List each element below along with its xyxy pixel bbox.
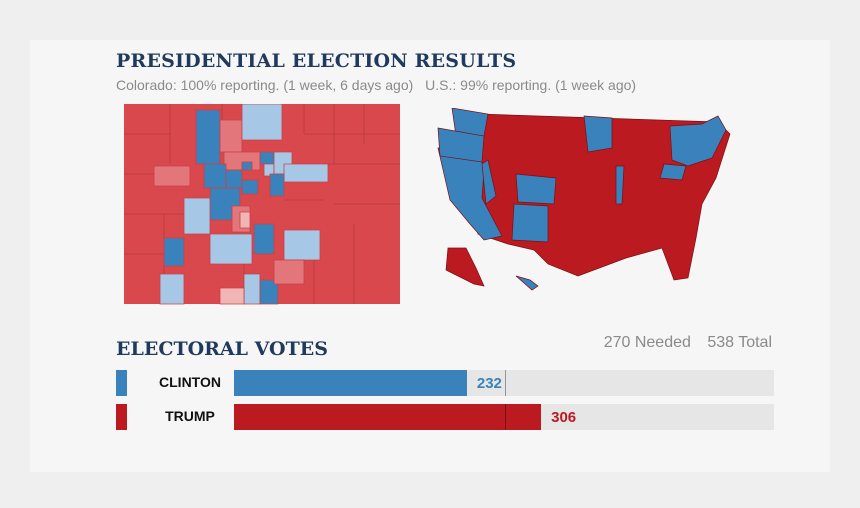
- state-illinois: [615, 165, 625, 205]
- needed-marker: [505, 404, 506, 430]
- data-label: 232: [476, 375, 502, 392]
- county-larimer: [241, 104, 283, 141]
- reporting-status: Colorado: 100% reporting. (1 week, 6 day…: [116, 77, 644, 93]
- colorado-status: Colorado: 100% reporting. (1 week, 6 day…: [116, 77, 414, 93]
- county-routt: [195, 109, 221, 165]
- state-nevada: [481, 159, 497, 205]
- county-summit: [225, 169, 243, 189]
- bar-track: 232: [234, 370, 774, 396]
- state-oregon: [437, 127, 485, 163]
- electoral-votes-title: ELECTORAL VOTES: [116, 338, 328, 360]
- state-hawaii: [515, 275, 539, 291]
- needed-marker: [505, 370, 506, 396]
- bar: [234, 370, 467, 396]
- page-title: PRESIDENTIAL ELECTION RESULTS: [116, 50, 517, 72]
- colorado-county-map[interactable]: [124, 104, 402, 306]
- state-minnesota: [583, 115, 613, 153]
- county-san-miguel: [163, 237, 185, 267]
- bar-row-trump: TRUMP 306: [116, 404, 774, 430]
- states-northeast: [669, 115, 727, 167]
- candidate-name: CLINTON: [159, 374, 221, 390]
- us-status: U.S.: 99% reporting. (1 week ago): [425, 77, 637, 93]
- county-costilla: [219, 287, 245, 305]
- bar-track: 306: [234, 404, 774, 430]
- state-virginia: [659, 163, 687, 181]
- county-adams: [283, 163, 329, 183]
- county-conejos: [243, 273, 261, 305]
- total-label: 538 Total: [707, 334, 772, 351]
- candidate-swatch: [116, 404, 127, 430]
- state-colorado: [515, 173, 557, 205]
- county-gunnison: [183, 197, 211, 235]
- state-alaska: [445, 247, 485, 287]
- county-eagle: [203, 163, 227, 189]
- candidate-swatch: [116, 370, 127, 396]
- needed-label: 270 Needed: [603, 334, 691, 351]
- county-la-plata: [159, 273, 185, 305]
- us-state-map[interactable]: [426, 108, 734, 298]
- county-jackson: [219, 119, 243, 153]
- county-rio-blanco: [153, 165, 191, 187]
- county-denver: [269, 173, 285, 197]
- candidate-name: TRUMP: [165, 408, 215, 424]
- county-las-animas: [259, 279, 279, 305]
- county-saguache: [209, 233, 253, 265]
- county-huerfano: [273, 259, 305, 285]
- electoral-thresholds: 270 Needed 538 Total: [604, 334, 772, 352]
- data-label: 306: [551, 409, 577, 426]
- bar-row-clinton: CLINTON 232: [116, 370, 774, 396]
- county-pueblo: [283, 229, 321, 261]
- state-new-mexico: [511, 203, 549, 243]
- bar: [234, 404, 542, 430]
